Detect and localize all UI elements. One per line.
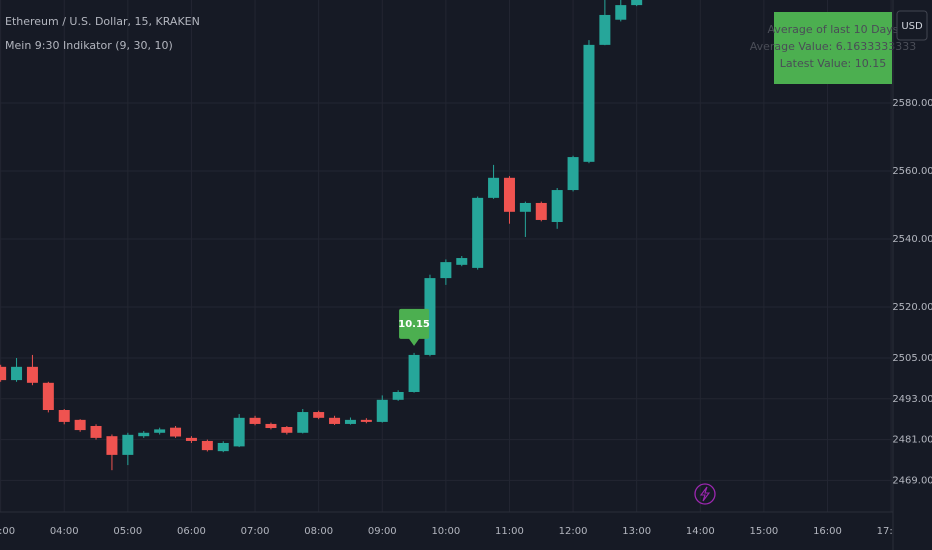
x-tick-label: 09:00 (368, 526, 397, 537)
candle-body (170, 427, 182, 437)
candle-body (519, 202, 531, 212)
lightning-icon[interactable] (694, 483, 716, 505)
x-tick-label: 17:00 (877, 526, 906, 537)
candle-body (106, 436, 118, 455)
candle-body (42, 382, 54, 411)
x-tick-label: 06:00 (177, 526, 206, 537)
candle-body (615, 5, 627, 20)
x-tick-label: 04:00 (50, 526, 79, 537)
info-box-line: Latest Value: 10.15 (780, 57, 886, 70)
x-tick-label: 10:00 (431, 526, 460, 537)
candle-body (535, 202, 547, 220)
x-tick-label: 08:00 (304, 526, 333, 537)
candle-body (281, 427, 293, 433)
x-tick-label: 16:00 (813, 526, 842, 537)
x-tick-label: 15:00 (749, 526, 778, 537)
candle-body (456, 258, 468, 265)
x-tick-label: 12:00 (559, 526, 588, 537)
candle-body (472, 197, 484, 268)
candle-body (201, 440, 213, 451)
currency-button-label[interactable]: USD (901, 21, 923, 32)
info-box: Average of last 10 Days Average Value: 6.… (750, 12, 917, 84)
candle-body (11, 366, 23, 381)
candle-body (249, 417, 261, 424)
candle-body (313, 412, 325, 418)
y-tick-label: 2481.00 (892, 435, 932, 446)
candle-body (122, 434, 134, 455)
y-tick-label: 2505.00 (892, 353, 932, 364)
x-tick-label: 05:00 (113, 526, 142, 537)
candle-body (408, 354, 420, 392)
candle-body (90, 425, 102, 438)
info-box-background (774, 12, 892, 84)
candle-body (265, 423, 277, 429)
candle-body (74, 419, 86, 431)
candle-body (233, 417, 245, 447)
chart-title: Ethereum / U.S. Dollar, 15, KRAKEN (5, 15, 200, 28)
x-tick-label: 14:00 (686, 526, 715, 537)
candle-body (297, 412, 309, 433)
x-tick-label: 11:00 (495, 526, 524, 537)
candle-body (440, 262, 452, 279)
candle-body (26, 366, 38, 383)
x-tick-label: 07:00 (241, 526, 270, 537)
candle-body (567, 157, 579, 191)
candle-body (154, 429, 166, 433)
candle-body (392, 391, 404, 400)
grid (0, 0, 893, 512)
candle-body (185, 437, 197, 441)
candle-body (488, 177, 500, 198)
candle-body (503, 177, 515, 212)
candle-body (360, 419, 372, 422)
annotation-marker (399, 308, 430, 346)
candle-body (0, 366, 7, 381)
annotation-label: 10.15 (398, 319, 430, 330)
y-tick-label: 2580.00 (892, 98, 932, 109)
y-tick-label: 2520.00 (892, 302, 932, 313)
x-tick-labels: 03:00 04:00 05:00 06:00 07:00 08:00 09:00 10:00… (0, 526, 906, 537)
y-tick-label: 2560.00 (892, 166, 932, 177)
info-box-line: Average Value: 6.1633333333 (750, 40, 917, 53)
candle-body (631, 0, 643, 6)
info-box-line: Average of last 10 Days (767, 23, 898, 36)
currency-button[interactable] (896, 10, 928, 41)
y-tick-label: 2469.00 (892, 475, 932, 486)
candle-body (344, 419, 356, 424)
candle-body (138, 432, 150, 437)
y-tick-label: 2540.00 (892, 234, 932, 245)
candle-body (424, 278, 436, 355)
candles (0, 0, 643, 471)
candle-body (58, 410, 70, 422)
candle-body (329, 417, 341, 424)
x-tick-label: 03:00 (0, 526, 15, 537)
candle-body (217, 442, 229, 452)
x-tick-label: 13:00 (622, 526, 651, 537)
y-tick-label: 2493.00 (892, 394, 932, 405)
indicator-name: Mein 9:30 Indikator (9, 30, 10) (5, 39, 173, 52)
candle-body (376, 399, 388, 422)
candle-body (599, 14, 611, 45)
overlay: 10.15 Average of last 10 Days Average Valu… (398, 12, 916, 346)
candle-body (551, 190, 563, 223)
candle-body (583, 44, 595, 162)
